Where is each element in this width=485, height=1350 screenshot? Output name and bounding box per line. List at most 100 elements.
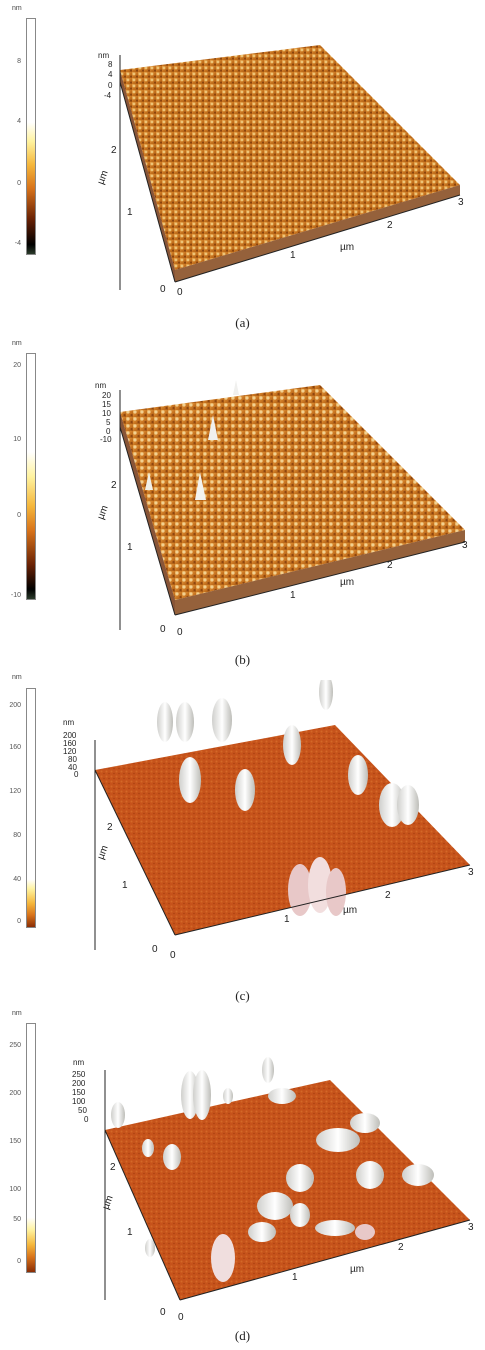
afm-surface-plot-d: nm 250 200 150 100 50 0 µm 1 2 µm 0 0 1 … — [72, 1057, 474, 1323]
x-tick: 3 — [468, 867, 474, 878]
peak — [195, 472, 206, 500]
z-tick: 150 — [72, 1088, 86, 1097]
surface-c — [95, 725, 470, 935]
colorbar-tick: -4 — [14, 240, 21, 247]
colorbar — [26, 688, 36, 928]
colorbar — [26, 18, 36, 255]
peak — [208, 415, 218, 440]
z-tick: 100 — [72, 1097, 86, 1106]
caption-d: (d) — [234, 1328, 251, 1343]
z-tick: 5 — [106, 418, 111, 427]
surface-b — [120, 385, 465, 600]
colorbar-unit: nm — [12, 674, 22, 681]
afm-surface-plot-c: nm 200 160 120 80 40 0 µm 1 2 µm 0 0 1 2… — [63, 680, 474, 961]
colorbar-unit: nm — [12, 5, 22, 12]
x-tick: 2 — [387, 560, 393, 571]
colorbar-tick: 0 — [17, 1258, 21, 1265]
caption-c: (c) — [235, 988, 250, 1003]
y-tick: 2 — [110, 1162, 116, 1173]
x-tick: 1 — [290, 590, 296, 601]
x-tick: 3 — [468, 1222, 474, 1233]
x-tick: 1 — [290, 250, 296, 261]
colorbar-tick: 0 — [17, 180, 21, 187]
island — [212, 698, 232, 742]
x-tick: 0 — [170, 950, 176, 961]
x-axis-label: µm — [350, 1264, 364, 1275]
x-tick: 1 — [292, 1272, 298, 1283]
island — [248, 1222, 276, 1242]
z-tick: 15 — [102, 400, 111, 409]
origin-label: 0 — [160, 284, 166, 295]
y-tick: 1 — [122, 880, 128, 891]
y-axis-label: µm — [100, 1194, 115, 1211]
x-axis-label: µm — [343, 905, 357, 916]
island — [326, 868, 346, 916]
y-tick: 2 — [107, 822, 113, 833]
island — [288, 864, 312, 916]
island — [111, 1102, 125, 1128]
colorbar-tick: 250 — [9, 1042, 21, 1049]
z-tick: 160 — [63, 739, 77, 748]
z-tick: 8 — [108, 60, 113, 69]
colorbar-tick: 0 — [17, 918, 21, 925]
island — [145, 1239, 155, 1257]
z-unit-label: nm — [63, 718, 74, 727]
z-tick: 0 — [84, 1115, 89, 1124]
island — [355, 1224, 375, 1240]
afm-surface-plot-a: nm 8 4 0 -4 µm 1 2 µm 0 0 1 2 3 — [95, 45, 464, 298]
y-axis-label: µm — [95, 504, 110, 521]
z-tick: 50 — [78, 1106, 87, 1115]
z-tick: 4 — [108, 70, 113, 79]
x-tick: 0 — [177, 627, 183, 638]
afm-panel-b: nm 20 15 10 5 0 -10 µm 1 2 µm 0 0 1 2 3 … — [0, 340, 485, 670]
colorbar-tick: 20 — [13, 362, 21, 369]
surface-a-side — [120, 70, 175, 282]
island — [290, 1203, 310, 1227]
colorbar-tick: 8 — [17, 58, 21, 65]
island — [319, 680, 333, 710]
colorbar-tick: 80 — [13, 832, 21, 839]
y-tick: 1 — [127, 542, 133, 553]
colorbar — [26, 353, 36, 600]
colorbar-tick: 10 — [13, 436, 21, 443]
colorbar-tick: 0 — [17, 512, 21, 519]
colorbar-unit: nm — [12, 340, 22, 347]
island — [211, 1234, 235, 1282]
colorbar-tick: 120 — [9, 788, 21, 795]
afm-panel-c: nm 200 160 120 80 40 0 µm 1 2 µm 0 0 1 2… — [0, 674, 485, 1010]
origin-label: 0 — [160, 1307, 166, 1318]
z-tick: 200 — [72, 1079, 86, 1088]
surface-d — [105, 1080, 470, 1300]
island — [356, 1161, 384, 1189]
colorbar-tick: 200 — [9, 1090, 21, 1097]
afm-panel-a: nm 8 4 0 -4 µm 1 2 µm 0 0 1 2 3 nm 8 4 0… — [0, 0, 485, 340]
island — [142, 1139, 154, 1157]
island — [179, 757, 201, 803]
y-axis-label: µm — [95, 844, 110, 861]
caption-a: (a) — [235, 315, 250, 330]
island — [316, 1128, 360, 1152]
island — [262, 1057, 274, 1083]
colorbar — [26, 1023, 36, 1273]
z-tick: 20 — [102, 391, 111, 400]
x-tick: 0 — [178, 1312, 184, 1323]
island — [283, 725, 301, 765]
colorbar-tick: 40 — [13, 876, 21, 883]
z-tick: 0 — [74, 770, 79, 779]
island — [157, 702, 173, 742]
island — [257, 1192, 293, 1220]
y-tick: 1 — [127, 1227, 133, 1238]
island — [268, 1088, 296, 1104]
island — [176, 702, 194, 742]
peak — [233, 380, 239, 395]
colorbar-tick: -10 — [10, 592, 21, 599]
x-tick: 0 — [177, 287, 183, 298]
y-tick: 2 — [111, 480, 117, 491]
z-unit-label: nm — [95, 381, 106, 390]
x-tick: 2 — [387, 220, 393, 231]
island — [348, 755, 368, 795]
island — [397, 785, 419, 825]
z-unit-label: nm — [73, 1058, 84, 1067]
z-tick: 200 — [63, 731, 77, 740]
y-tick: 2 — [111, 145, 117, 156]
